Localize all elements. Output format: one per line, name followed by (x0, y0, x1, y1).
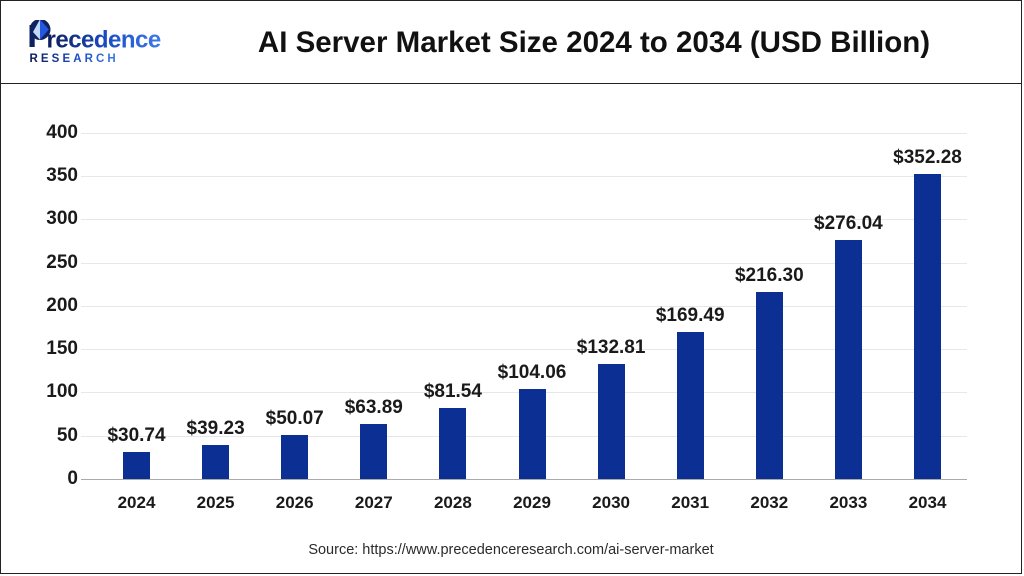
svg-text:recedence: recedence (47, 27, 161, 54)
svg-text:RESEARCH: RESEARCH (30, 53, 119, 65)
